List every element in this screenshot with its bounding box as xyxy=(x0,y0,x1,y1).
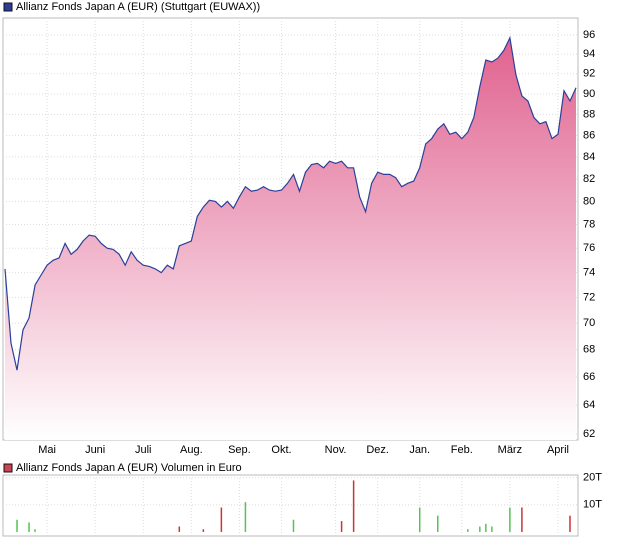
y-tick-label: 76 xyxy=(583,242,595,254)
y-tick-label: 88 xyxy=(583,108,595,120)
y-tick-label: 62 xyxy=(583,428,595,440)
y-tick-label: 96 xyxy=(583,29,595,41)
x-tick-label: Aug. xyxy=(180,444,203,456)
volume-bar xyxy=(521,507,523,532)
x-tick-label: Okt. xyxy=(271,444,291,456)
y-tick-label: 90 xyxy=(583,88,595,100)
x-tick-label: April xyxy=(547,444,569,456)
volume-bar xyxy=(34,529,36,532)
volume-bar xyxy=(467,529,469,532)
volume-bar xyxy=(485,523,487,532)
volume-bar xyxy=(569,515,571,532)
volume-bar xyxy=(202,529,205,532)
volume-bar xyxy=(491,526,493,532)
plot-frame xyxy=(2,474,579,537)
y-tick-label: 72 xyxy=(583,291,595,303)
x-tick-label: Feb. xyxy=(451,444,473,456)
x-tick-label: Dez. xyxy=(366,444,389,456)
y-tick-label: 74 xyxy=(583,266,595,278)
y-tick-label: 92 xyxy=(583,68,595,80)
y-tick-label: 78 xyxy=(583,218,595,230)
volume-bar xyxy=(340,521,343,532)
volume-bar xyxy=(220,507,223,532)
legend-swatch xyxy=(3,2,13,12)
volume-bar xyxy=(437,515,439,532)
volume-bar xyxy=(418,507,421,532)
y-tick-label: 84 xyxy=(583,151,595,163)
y-tick-label: 80 xyxy=(583,195,595,207)
volume-bar xyxy=(244,502,247,532)
x-tick-label: Juni xyxy=(85,444,105,456)
price-area xyxy=(5,37,576,441)
x-tick-label: Juli xyxy=(135,444,152,456)
price-line xyxy=(4,35,577,371)
y-tick-label: 10T xyxy=(583,499,602,511)
y-tick-label: 86 xyxy=(583,129,595,141)
x-tick-label: Mai xyxy=(38,444,56,456)
volume-bar xyxy=(292,519,295,532)
volume-bar xyxy=(352,480,355,532)
x-tick-label: Sep. xyxy=(228,444,251,456)
y-tick-label: 82 xyxy=(583,173,595,185)
volume-bar xyxy=(509,507,511,532)
y-tick-label: 64 xyxy=(583,399,595,411)
chart-title: Allianz Fonds Japan A (EUR) Volumen in E… xyxy=(16,462,242,474)
x-tick-label: Nov. xyxy=(325,444,347,456)
x-tick-label: März xyxy=(498,444,522,456)
y-tick-label: 70 xyxy=(583,317,595,329)
legend-swatch xyxy=(3,463,13,473)
y-tick-label: 66 xyxy=(583,371,595,383)
y-tick-label: 68 xyxy=(583,344,595,356)
chart-title: Allianz Fonds Japan A (EUR) (Stuttgart (… xyxy=(16,1,260,13)
y-tick-label: 20T xyxy=(583,472,602,484)
volume-bar xyxy=(479,526,481,532)
volume-bar xyxy=(16,519,18,532)
volume-bar xyxy=(178,526,181,532)
volume-bar xyxy=(28,522,30,532)
y-tick-label: 94 xyxy=(583,48,595,60)
x-tick-label: Jan. xyxy=(409,444,430,456)
